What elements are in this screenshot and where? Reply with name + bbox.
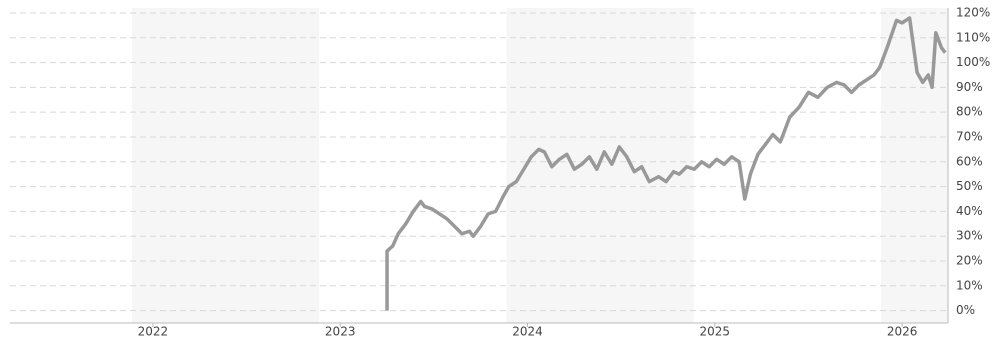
x-tick-label: 2026 — [887, 325, 918, 339]
y-tick-label: 30% — [956, 229, 983, 243]
y-tick-label: 100% — [956, 55, 990, 69]
y-tick-label: 20% — [956, 253, 983, 267]
grid — [10, 12, 948, 312]
plot — [385, 16, 947, 311]
y-tick-label: 90% — [956, 80, 983, 94]
x-tick-label: 2024 — [512, 325, 543, 339]
y-tick-label: 70% — [956, 129, 983, 143]
x-tick-label: 2023 — [325, 325, 356, 339]
y-tick-label: 110% — [956, 30, 990, 44]
x-tick-label: 2022 — [138, 325, 169, 339]
y-tick-label: 50% — [956, 179, 983, 193]
y-tick-label: 10% — [956, 278, 983, 292]
x-tick-label: 2025 — [700, 325, 731, 339]
y-tick-label: 0% — [956, 303, 975, 317]
y-tick-label: 60% — [956, 154, 983, 168]
line-series — [385, 16, 947, 311]
y-tick-label: 80% — [956, 105, 983, 119]
bands — [131, 8, 948, 323]
year-band — [131, 8, 320, 323]
y-tick-label: 40% — [956, 204, 983, 218]
y-tick-label: 120% — [956, 5, 990, 19]
